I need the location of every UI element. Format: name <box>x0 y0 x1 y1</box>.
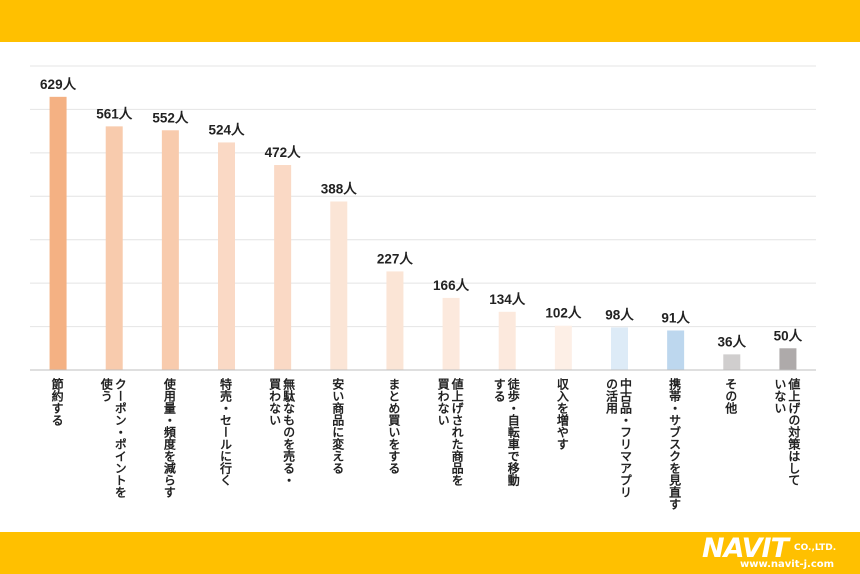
bar <box>498 311 516 370</box>
value-label: 91人 <box>661 310 690 325</box>
bars <box>49 96 797 370</box>
bar <box>330 201 348 370</box>
category-label: 節約する <box>50 378 65 426</box>
value-label: 561人 <box>96 106 133 121</box>
category-label: 無駄なものを売る・ 買わない <box>267 378 296 486</box>
category-label: 値上げされた商品を 買わない <box>436 378 465 486</box>
bar <box>667 330 685 370</box>
bottom-banner <box>0 532 860 574</box>
navit-logo: NAVIT CO.,LTD. www.navit-j.com <box>702 535 852 571</box>
bar <box>611 327 628 370</box>
gridlines <box>30 65 816 371</box>
value-label: 472人 <box>265 145 302 160</box>
bar <box>554 325 572 370</box>
bar <box>442 297 460 370</box>
bar <box>218 142 235 370</box>
logo-url: www.navit-j.com <box>740 559 835 570</box>
value-label: 166人 <box>433 278 470 293</box>
bar <box>161 130 179 370</box>
top-banner <box>0 0 860 42</box>
category-label: 特売・セールに行く <box>218 378 233 486</box>
value-label: 36人 <box>718 334 747 349</box>
value-label: 524人 <box>208 122 245 137</box>
category-label: クーポン・ポイントを 使う <box>99 378 128 498</box>
bar <box>386 271 404 370</box>
value-label: 98人 <box>605 307 634 322</box>
value-label: 227人 <box>377 251 414 266</box>
value-label: 102人 <box>545 306 582 321</box>
category-label: 使用量・頻度を減らす <box>162 378 177 498</box>
category-label: まとめ買いをする <box>386 378 401 474</box>
value-label: 134人 <box>489 292 526 307</box>
value-labels: 629人 561人 552人 524人 472人 388人 227人 166人 134人 102人… <box>40 77 803 350</box>
value-label: 388人 <box>321 181 358 196</box>
value-label: 50人 <box>774 328 803 343</box>
bar <box>723 354 741 370</box>
bar <box>105 126 123 370</box>
bar <box>779 348 797 370</box>
category-label: 中古品・フリマアプリ の活用 <box>604 378 633 498</box>
value-label: 552人 <box>152 110 189 125</box>
logo-suffix: CO.,LTD. <box>794 543 837 553</box>
bar <box>49 96 67 370</box>
category-label: 値上げの対策はして いない <box>772 378 801 486</box>
category-label: 安い商品に変える <box>330 378 345 474</box>
logo-name: NAVIT <box>702 533 789 564</box>
bar <box>274 165 292 370</box>
category-label: 携帯・サブスクを見直す <box>667 378 682 510</box>
category-label: 収入を増やす <box>555 378 570 450</box>
value-label: 629人 <box>40 77 77 92</box>
category-label: 徒歩・自転車で移動 する <box>492 378 521 486</box>
category-label: その他 <box>723 378 738 414</box>
